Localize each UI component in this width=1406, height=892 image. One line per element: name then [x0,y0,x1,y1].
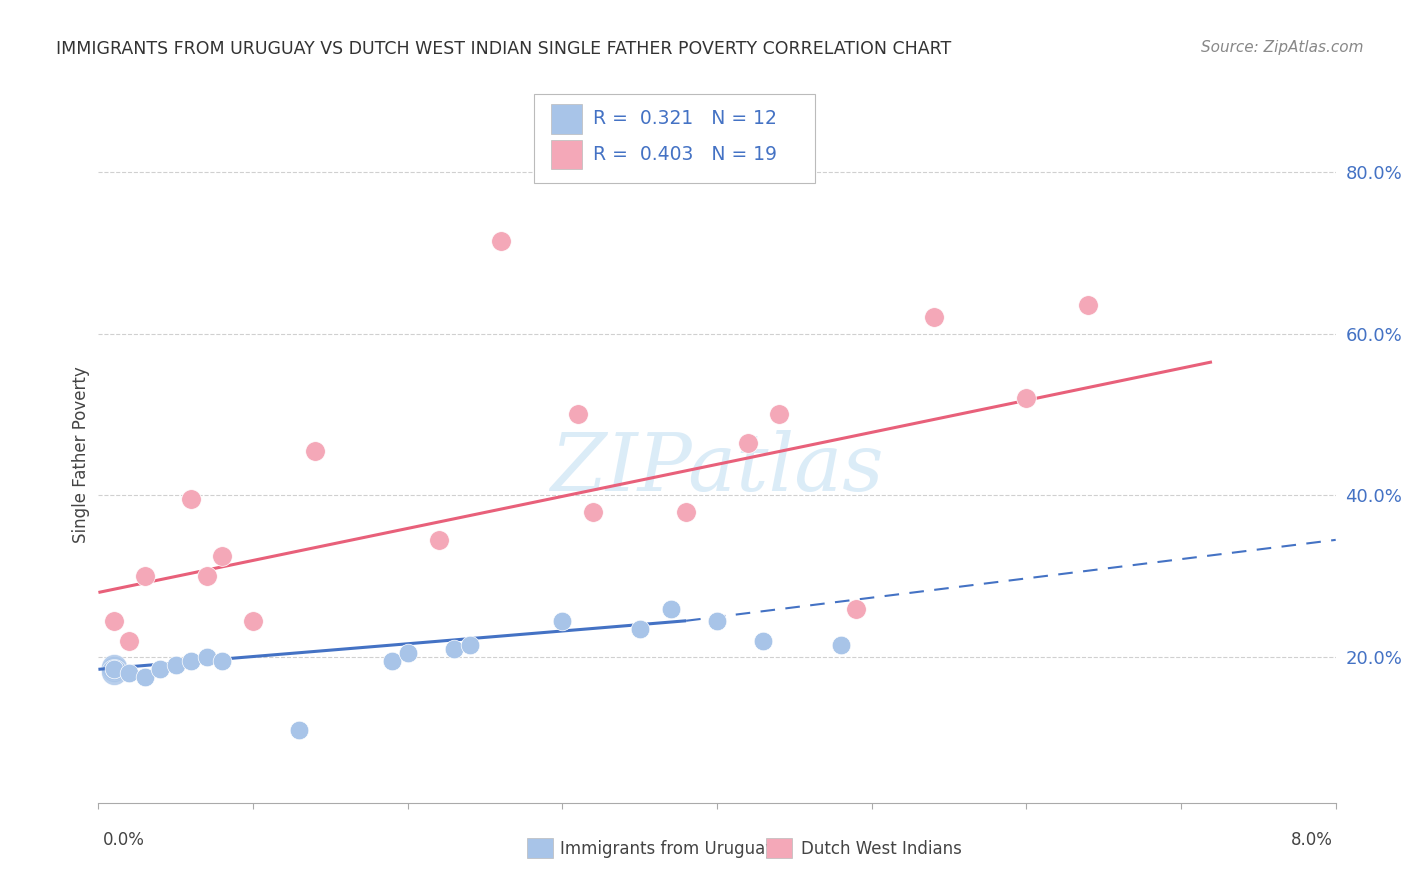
Point [675,504,697,518]
Point [149,662,172,676]
Point [489,234,512,248]
Point [706,614,728,628]
Point [195,569,218,583]
Point [768,408,790,422]
Point [1015,392,1038,406]
Text: 0.0%: 0.0% [103,831,145,849]
Point [195,650,218,665]
Point [118,634,141,648]
Point [845,601,868,615]
Point [443,642,465,657]
Text: IMMIGRANTS FROM URUGUAY VS DUTCH WEST INDIAN SINGLE FATHER POVERTY CORRELATION C: IMMIGRANTS FROM URUGUAY VS DUTCH WEST IN… [56,40,952,58]
Point [180,654,202,668]
Text: R =  0.321   N = 12: R = 0.321 N = 12 [593,109,778,128]
Point [737,435,759,450]
Point [567,408,589,422]
Point [165,658,187,673]
Point [103,660,125,674]
Point [242,614,264,628]
Point [659,601,682,615]
Point [381,654,404,668]
Point [922,310,945,325]
Text: Source: ZipAtlas.com: Source: ZipAtlas.com [1201,40,1364,55]
Text: Dutch West Indians: Dutch West Indians [801,840,962,858]
Text: 8.0%: 8.0% [1291,831,1333,849]
Point [628,622,651,636]
Text: ZIPatlas: ZIPatlas [550,430,884,508]
Y-axis label: Single Father Poverty: Single Father Poverty [72,367,90,543]
Point [211,549,233,563]
Point [427,533,450,547]
Point [103,614,125,628]
Point [1077,298,1099,312]
Point [458,638,481,652]
Point [103,665,125,679]
Point [103,662,125,676]
Point [830,638,852,652]
Point [304,443,326,458]
Point [118,666,141,681]
Point [582,504,605,518]
Point [551,614,574,628]
Point [288,723,311,737]
Point [752,634,775,648]
Text: Immigrants from Uruguay: Immigrants from Uruguay [560,840,775,858]
Point [396,646,419,660]
Point [134,569,156,583]
Point [134,670,156,684]
Text: R =  0.403   N = 19: R = 0.403 N = 19 [593,145,778,164]
Point [103,662,125,676]
Point [211,654,233,668]
Point [180,492,202,507]
